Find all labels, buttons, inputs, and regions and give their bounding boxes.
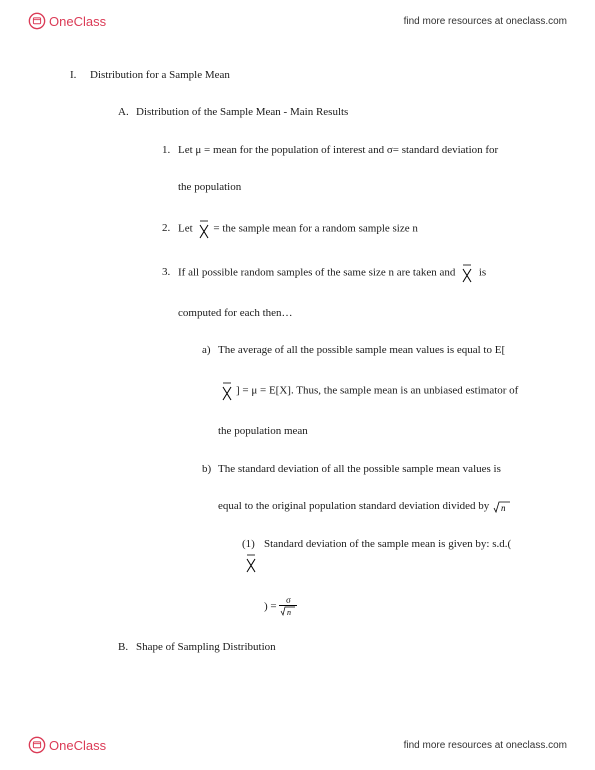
outline-marker: (1)	[242, 537, 264, 552]
outline-marker: B.	[118, 640, 136, 655]
brand-logo[interactable]: OneClass	[28, 12, 106, 30]
brand-icon	[28, 12, 46, 30]
outline-item-3a: a)The average of all the possible sample…	[70, 343, 525, 358]
outline-item-a: A.Distribution of the Sample Mean - Main…	[70, 105, 525, 120]
fraction-num: σ	[279, 596, 297, 606]
brand-icon	[28, 736, 46, 754]
brand-text-1: One	[49, 738, 74, 753]
brand-logo-footer[interactable]: OneClass	[28, 736, 106, 754]
outline-item-3b: b)The standard deviation of all the poss…	[70, 462, 525, 477]
outline-text: ] = μ = E[X]. Thus, the sample mean is a…	[236, 385, 518, 397]
outline-text-cont: computed for each then…	[70, 306, 525, 321]
outline-text: The standard deviation of all the possib…	[218, 463, 501, 475]
footer-bar: OneClass find more resources at oneclass…	[0, 728, 595, 770]
brand-text-2: Class	[74, 738, 107, 753]
outline-marker: A.	[118, 105, 136, 120]
outline-item-i: I.Distribution for a Sample Mean	[70, 68, 525, 83]
header-bar: OneClass find more resources at oneclass…	[0, 0, 595, 38]
outline-text-cont: ) = σn	[70, 596, 525, 618]
outline-text-cont: equal to the original population standar…	[70, 499, 525, 514]
fraction: σn	[279, 596, 297, 618]
brand-text-1: One	[49, 14, 74, 29]
outline-item-2: 2.Let = the sample mean for a random sam…	[70, 218, 525, 240]
brand-text-2: Class	[74, 14, 107, 29]
outline-marker: 1.	[162, 143, 178, 158]
outline-text-cont: the population mean	[70, 424, 525, 439]
outline-text-cont: the population	[70, 180, 525, 195]
outline-text: Distribution for a Sample Mean	[90, 69, 230, 81]
xbar-icon	[197, 218, 211, 240]
sqrt-n: n	[492, 499, 511, 514]
outline-item-3b1: (1)Standard deviation of the sample mean…	[70, 537, 525, 574]
outline-text: The average of all the possible sample m…	[218, 344, 505, 356]
outline-marker: 3.	[162, 265, 178, 280]
outline-text: equal to the original population standar…	[218, 500, 492, 512]
outline-text: Standard deviation of the sample mean is…	[264, 538, 511, 550]
outline-text: = the sample mean for a random sample si…	[213, 222, 417, 234]
fraction-den: n	[279, 606, 297, 618]
resources-link-bottom[interactable]: find more resources at oneclass.com	[404, 740, 567, 751]
outline-marker: b)	[202, 462, 218, 477]
document-body: I.Distribution for a Sample Mean A.Distr…	[0, 38, 595, 655]
outline-text: ) =	[264, 600, 279, 612]
outline-text: Let	[178, 222, 195, 234]
outline-text: Let μ = mean for the population of inter…	[178, 144, 498, 156]
outline-text-cont: ] = μ = E[X]. Thus, the sample mean is a…	[70, 380, 525, 402]
outline-text: Shape of Sampling Distribution	[136, 641, 276, 653]
outline-item-1: 1.Let μ = mean for the population of int…	[70, 143, 525, 158]
xbar-icon	[220, 380, 234, 402]
xbar-icon	[244, 552, 258, 574]
outline-text: If all possible random samples of the sa…	[178, 266, 458, 278]
outline-text: is	[476, 266, 486, 278]
outline-item-3: 3.If all possible random samples of the …	[70, 262, 525, 284]
outline-text: Distribution of the Sample Mean - Main R…	[136, 106, 348, 118]
outline-item-b: B.Shape of Sampling Distribution	[70, 640, 525, 655]
outline-marker: I.	[70, 68, 90, 83]
outline-marker: a)	[202, 343, 218, 358]
xbar-icon	[460, 262, 474, 284]
resources-link-top[interactable]: find more resources at oneclass.com	[404, 16, 567, 27]
svg-text:n: n	[287, 608, 291, 616]
outline-marker: 2.	[162, 221, 178, 236]
svg-text:n: n	[501, 503, 506, 513]
